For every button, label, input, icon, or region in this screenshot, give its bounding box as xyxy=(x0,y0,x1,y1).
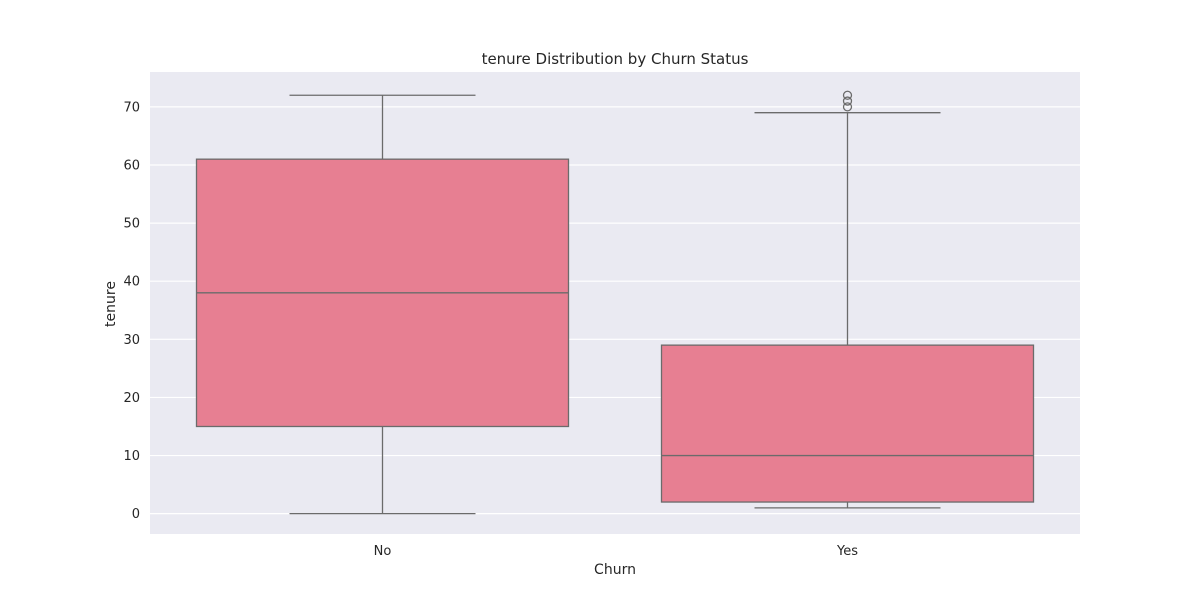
x-axis-ticks: No Yes xyxy=(374,544,859,559)
y-tick-label: 10 xyxy=(123,449,140,464)
outlier-point xyxy=(842,102,853,112)
outlier-point xyxy=(842,96,853,106)
y-tick-label: 20 xyxy=(123,391,140,406)
box-yes xyxy=(660,90,1035,509)
box-series xyxy=(195,90,1035,515)
y-tick-label: 40 xyxy=(123,275,140,290)
y-tick-label: 0 xyxy=(132,507,140,522)
x-tick-label: Yes xyxy=(836,544,858,559)
chart-title: tenure Distribution by Churn Status xyxy=(482,50,749,68)
y-tick-label: 60 xyxy=(123,158,140,173)
box-no xyxy=(195,94,570,515)
iqr-box xyxy=(660,344,1035,503)
y-tick-label: 30 xyxy=(123,333,140,348)
y-axis-ticks: 0 10 20 30 40 50 60 70 xyxy=(123,100,140,522)
outlier-point xyxy=(842,90,853,100)
y-axis-label: tenure xyxy=(103,281,119,327)
y-tick-label: 50 xyxy=(123,217,140,232)
y-tick-label: 70 xyxy=(123,100,140,115)
x-axis-label: Churn xyxy=(594,562,636,578)
x-tick-label: No xyxy=(374,544,392,559)
